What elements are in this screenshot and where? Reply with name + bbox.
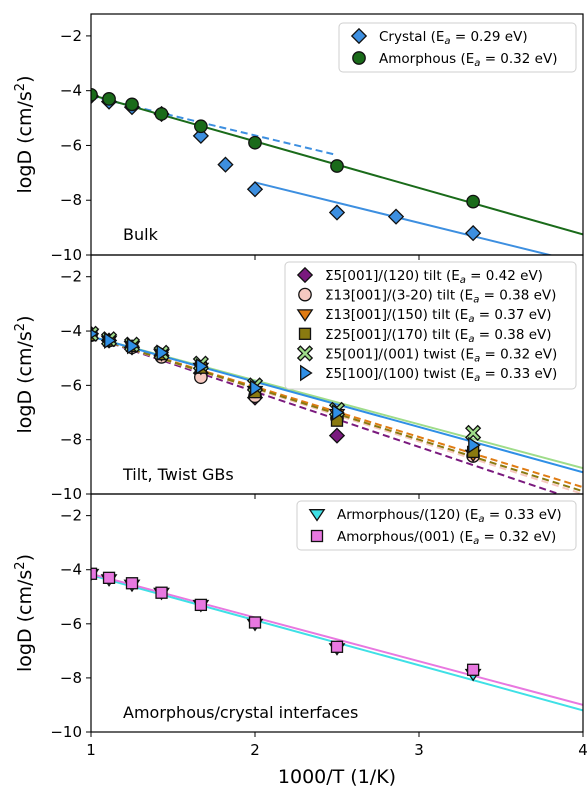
data-points bbox=[91, 567, 482, 682]
data-point bbox=[217, 156, 234, 173]
data-point bbox=[330, 159, 344, 173]
data-point bbox=[248, 135, 262, 150]
legend-marker bbox=[310, 529, 324, 543]
legend-marker bbox=[350, 27, 368, 45]
legend-marker bbox=[352, 51, 366, 65]
legend-marker bbox=[300, 364, 313, 382]
data-point bbox=[155, 586, 168, 599]
data-point bbox=[465, 424, 482, 442]
data-point bbox=[468, 436, 481, 454]
panel-annotation: Tilt, Twist GBs bbox=[122, 465, 234, 484]
legend-label: Σ5[100]/(100) twist (Ea = 0.33 eV) bbox=[325, 366, 557, 384]
legend: Crystal (Ea = 0.29 eV) Amorphous (Ea = 0.… bbox=[338, 22, 577, 73]
y-axis-label: logD (cm/s2) bbox=[13, 75, 36, 193]
y-tick-label: −8 bbox=[60, 191, 82, 209]
legend-frame bbox=[338, 22, 577, 73]
data-point bbox=[248, 616, 262, 629]
data-point bbox=[194, 598, 208, 612]
data-point bbox=[328, 427, 346, 444]
data-point bbox=[154, 107, 169, 121]
data-points bbox=[91, 87, 482, 242]
data-point bbox=[387, 208, 405, 225]
data-point bbox=[246, 181, 264, 198]
y-tick-label: −10 bbox=[50, 485, 82, 503]
legend-label: Armorphous/(120) (Ea = 0.33 eV) bbox=[337, 507, 562, 525]
y-tick-label: −2 bbox=[60, 507, 82, 525]
legend-label: Σ5[001]/(001) twist (Ea = 0.32 eV) bbox=[325, 346, 557, 364]
legend-marker bbox=[298, 287, 312, 302]
data-point bbox=[195, 357, 209, 375]
fit-lines bbox=[91, 93, 583, 255]
data-point bbox=[125, 97, 139, 112]
legend-marker bbox=[308, 509, 326, 522]
panel-3: −10 −8 −6 −4 −2 logD (cm/s2) Amorphous/crystal… bbox=[13, 493, 584, 741]
panel-2: −10 −8 −6 −4 −2 logD (cm/s2) Tilt, Twist GBs Σ5… bbox=[13, 254, 584, 503]
data-point bbox=[91, 567, 98, 580]
data-point bbox=[465, 224, 482, 242]
y-tick-label: −6 bbox=[60, 136, 82, 154]
legend-label: Crystal (Ea = 0.29 eV) bbox=[379, 29, 528, 47]
data-point bbox=[127, 337, 140, 355]
y-tick-label: −4 bbox=[60, 82, 82, 100]
legend-marker bbox=[296, 309, 314, 322]
data-point bbox=[250, 379, 263, 397]
panel-annotation: Amorphous/crystal interfaces bbox=[123, 703, 358, 722]
legend-marker bbox=[296, 266, 314, 284]
legend-marker bbox=[296, 345, 314, 362]
y-tick-label: −6 bbox=[60, 615, 82, 633]
fit-line bbox=[91, 95, 338, 157]
fit-line bbox=[91, 335, 583, 474]
data-points bbox=[91, 325, 482, 463]
y-tick-label: −6 bbox=[60, 376, 82, 394]
y-tick-label: −10 bbox=[50, 246, 82, 264]
panel-annotation: Bulk bbox=[123, 225, 159, 244]
data-point bbox=[466, 663, 480, 676]
x-tick-label: 3 bbox=[414, 741, 424, 759]
legend-marker bbox=[298, 327, 312, 340]
legend-frame bbox=[296, 500, 577, 551]
y-tick-label: −4 bbox=[60, 561, 82, 579]
y-tick-label: −2 bbox=[60, 268, 82, 286]
y-tick-label: −8 bbox=[60, 669, 82, 687]
x-axis-label: 1000/T (1/K) bbox=[278, 766, 396, 788]
y-tick-label: −8 bbox=[60, 431, 82, 449]
y-tick-label: −4 bbox=[60, 322, 82, 340]
data-point bbox=[125, 577, 139, 590]
legend-frame bbox=[284, 261, 577, 390]
x-tick-label: 4 bbox=[578, 741, 587, 759]
panel-frame bbox=[90, 493, 584, 733]
y-tick-label: −10 bbox=[50, 723, 82, 741]
fit-line bbox=[254, 181, 554, 255]
y-axis-label: logD (cm/s2) bbox=[13, 315, 36, 433]
data-point bbox=[91, 328, 99, 339]
legend-label: Σ25[001]/(170) tilt (Ea = 0.38 eV) bbox=[325, 327, 552, 345]
x-tick-label: 2 bbox=[250, 741, 260, 759]
fit-line bbox=[91, 572, 583, 706]
data-point bbox=[102, 571, 116, 584]
data-point bbox=[328, 204, 346, 221]
legend-label: Amorphous (Ea = 0.32 eV) bbox=[379, 51, 557, 69]
data-point bbox=[156, 344, 170, 362]
y-axis-label: logD (cm/s2) bbox=[13, 554, 36, 672]
legend: Armorphous/(120) (Ea = 0.33 eV) Amorphous… bbox=[296, 500, 577, 551]
legend: Σ5[001]/(120) tilt (Ea = 0.42 eV) Σ13[001… bbox=[284, 261, 577, 390]
data-point bbox=[192, 127, 209, 144]
legend-label: Σ13[001]/(3-20) tilt (Ea = 0.38 eV) bbox=[325, 288, 556, 306]
y-tick-label: −2 bbox=[60, 27, 82, 45]
legend-label: Σ13[001]/(150) tilt (Ea = 0.37 eV) bbox=[325, 307, 552, 325]
legend-label: Amorphous/(001) (Ea = 0.32 eV) bbox=[337, 529, 556, 547]
legend-label: Σ5[001]/(120) tilt (Ea = 0.42 eV) bbox=[325, 268, 543, 286]
data-point bbox=[330, 640, 344, 653]
data-point bbox=[104, 332, 117, 349]
data-point bbox=[102, 92, 116, 106]
x-tick-label: 1 bbox=[86, 741, 96, 759]
data-point bbox=[332, 404, 345, 421]
data-point bbox=[466, 194, 480, 209]
panel-1: −10 −8 −6 −4 −2 logD (cm/s2) Bulk Crystal (Ea =… bbox=[13, 13, 584, 264]
data-point bbox=[194, 119, 208, 134]
